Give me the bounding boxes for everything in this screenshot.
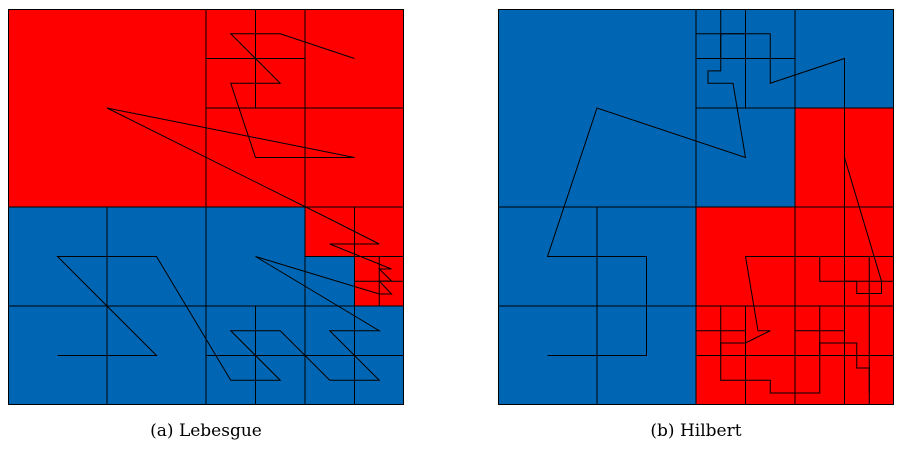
quadtree-grid	[498, 9, 894, 405]
hilbert-panel	[498, 9, 894, 405]
hilbert-curve	[546, 33, 882, 394]
lebesgue-curve	[56, 33, 393, 381]
caption-lebesgue: (a) Lebesgue	[150, 421, 262, 441]
caption-hilbert: (b) Hilbert	[650, 421, 742, 441]
lebesgue-panel	[8, 9, 404, 405]
